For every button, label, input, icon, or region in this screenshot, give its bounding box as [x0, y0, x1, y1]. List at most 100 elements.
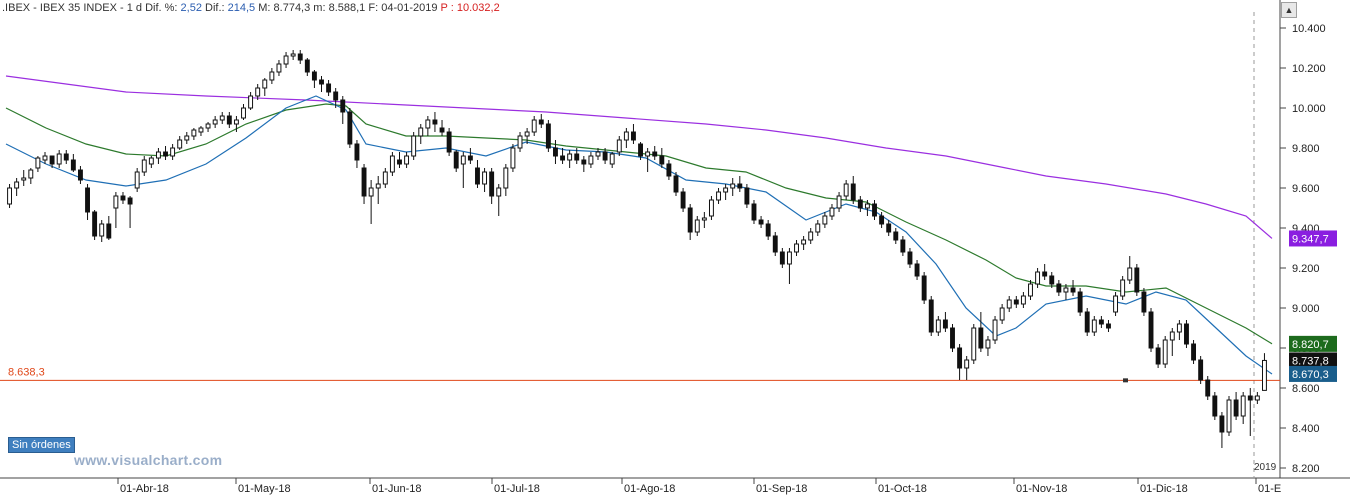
y-tick-label: 10.200: [1292, 63, 1326, 75]
candle-body: [1226, 399, 1232, 433]
candle-body: [772, 235, 778, 253]
candle-body: [276, 63, 282, 73]
candle-body: [475, 167, 480, 185]
x-tick-label: 01-Nov-18: [1016, 483, 1067, 495]
value-tag-label: 8.670,3: [1292, 369, 1329, 381]
candle-body: [375, 183, 381, 189]
candle-body: [1028, 283, 1033, 297]
candle-body: [950, 327, 955, 349]
candle-body: [120, 195, 126, 201]
candle-body: [432, 119, 438, 125]
candle-body: [446, 131, 452, 153]
candle-body: [900, 239, 906, 253]
candle-body: [269, 71, 275, 81]
candle-body: [538, 119, 544, 125]
candle-body: [857, 199, 863, 209]
value-tag-box: [1289, 230, 1337, 247]
candle-body: [1063, 287, 1069, 293]
candle-body: [1212, 395, 1218, 417]
candle-body: [914, 263, 920, 277]
candle-body: [467, 155, 473, 161]
candle-body: [822, 215, 828, 225]
y-tick-label: 9.800: [1292, 143, 1320, 155]
candle-body: [957, 347, 963, 369]
candle-body: [609, 153, 615, 165]
y-tick-label: 8.400: [1292, 423, 1320, 435]
value-tag-box: [1289, 335, 1337, 352]
candle-body: [1013, 299, 1019, 305]
candle-body: [737, 183, 743, 189]
candle-body: [687, 207, 693, 233]
candle-body: [1077, 291, 1083, 313]
header-p-label: P :: [440, 2, 454, 14]
candle-body: [106, 223, 112, 239]
up-arrow-icon[interactable]: ▲: [1281, 2, 1297, 18]
header-dif: 214,5: [227, 2, 256, 14]
candle-body: [553, 147, 558, 157]
candle-body: [503, 167, 509, 189]
candle-body: [382, 171, 388, 185]
header-date-label: F:: [368, 2, 379, 14]
candle-body: [1262, 359, 1267, 391]
header-dif-pct-label: Dif. %:: [145, 2, 178, 14]
header-p: 10.032,2: [456, 2, 500, 14]
candle-body: [524, 131, 530, 137]
orders-status-badge[interactable]: Sin órdenes: [8, 437, 75, 453]
candle-body: [978, 327, 984, 349]
candle-body: [708, 199, 714, 217]
candle-body: [893, 231, 899, 241]
value-tag-box: [1289, 352, 1337, 369]
candle-body: [42, 155, 48, 161]
value-tag-label: 9.347,7: [1292, 233, 1329, 245]
candle-body: [1184, 323, 1189, 345]
candle-body: [304, 59, 310, 73]
moving-average-line-2: [5, 95, 1273, 375]
candle-body: [425, 119, 431, 129]
candle-body: [935, 319, 941, 333]
candle-body: [921, 275, 927, 301]
header-dif-label: Dif.:: [205, 2, 225, 14]
candle-body: [843, 183, 849, 197]
candle-body: [354, 143, 360, 161]
reference-line-handle: [1123, 378, 1128, 383]
candle-body: [453, 151, 459, 169]
candle-body: [836, 195, 842, 209]
candle-body: [879, 215, 885, 225]
candle-body: [992, 319, 998, 341]
x-tick-label: 01-Jul-18: [494, 483, 540, 495]
candle-body: [999, 307, 1005, 321]
candle-body: [517, 135, 523, 149]
candle-body: [1070, 287, 1076, 293]
candle-body: [1006, 299, 1012, 309]
candle-body: [758, 219, 764, 225]
watermark: www.visualchart.com: [74, 452, 223, 468]
candle-body: [290, 53, 296, 57]
candle-body: [850, 183, 856, 201]
header-min: 8.588,1: [328, 2, 366, 14]
candle-body: [985, 339, 991, 349]
candle-body: [616, 139, 622, 153]
candle-body: [1134, 267, 1140, 293]
candle-body: [283, 55, 289, 65]
candle-body: [134, 171, 140, 189]
candle-body: [496, 187, 502, 197]
candle-body: [411, 135, 417, 157]
candle-body: [730, 183, 736, 189]
candle-body: [99, 223, 105, 237]
reference-line-label: 8.638,3: [8, 366, 45, 378]
candle-body: [70, 159, 76, 171]
candle-body: [212, 119, 218, 125]
candle-body: [418, 127, 424, 137]
candle-body: [1098, 319, 1104, 325]
candle-body: [666, 163, 672, 177]
y-tick-label: 8.200: [1292, 463, 1320, 475]
candle-body: [1240, 395, 1246, 417]
candle-body: [567, 153, 573, 161]
candle-body: [1127, 267, 1133, 281]
candle-body: [1091, 319, 1097, 333]
candle-body: [659, 155, 665, 165]
x-tick-label: 01-Sep-18: [756, 483, 807, 495]
candle-body: [113, 195, 119, 209]
candle-body: [85, 187, 90, 213]
